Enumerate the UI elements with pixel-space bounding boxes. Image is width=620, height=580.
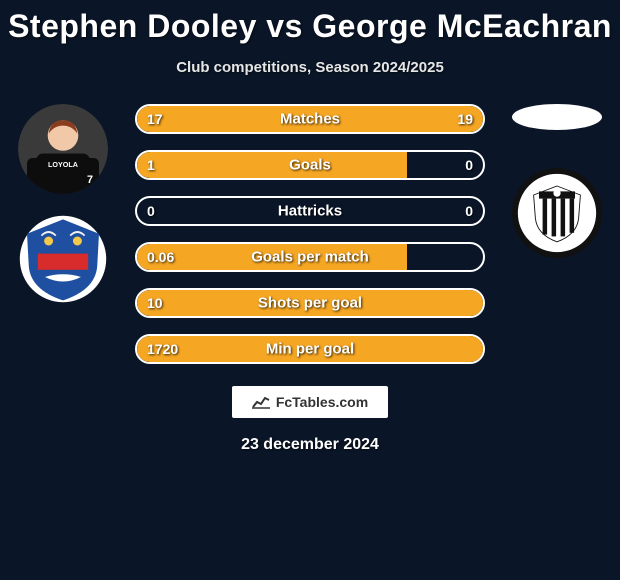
player1-avatar: LOYOLA 7	[18, 104, 108, 194]
stat-label: Goals	[289, 157, 331, 174]
stat-label: Hattricks	[278, 203, 342, 220]
stat-value-p1: 0	[147, 203, 155, 219]
subtitle: Club competitions, Season 2024/2025	[0, 59, 620, 76]
stat-value-p1: 0.06	[147, 249, 174, 265]
player2-club-badge-svg	[512, 168, 602, 258]
stats-area: LOYOLA 7	[0, 104, 620, 454]
player2-club-badge	[512, 168, 602, 258]
stat-bars: 1719Matches10Goals00Hattricks0.06Goals p…	[135, 104, 485, 364]
stat-label: Shots per goal	[258, 295, 362, 312]
player2-top-oval	[512, 104, 602, 130]
branding-wrap: FcTables.com	[10, 380, 610, 418]
stat-fill-p1	[137, 152, 407, 178]
stat-row: 0 0 Hattricks	[135, 196, 485, 226]
stat-value-p2: 0	[465, 157, 473, 173]
jersey-number: 7	[87, 174, 93, 186]
chart-icon	[252, 395, 270, 409]
player2-column	[502, 104, 612, 258]
stat-value-p1: 1	[147, 157, 155, 173]
comparison-card: Stephen Dooley vs George McEachran Club …	[0, 0, 620, 580]
page-title: Stephen Dooley vs George McEachran	[0, 8, 620, 45]
jersey-brand: LOYOLA	[48, 160, 78, 169]
stat-value-p2: 19	[457, 111, 473, 127]
branding-label: FcTables.com	[276, 394, 368, 410]
stat-value-p1: 1720	[147, 341, 178, 357]
stat-value-p1: 10	[147, 295, 163, 311]
player1-column: LOYOLA 7	[8, 104, 118, 304]
stat-label: Matches	[280, 111, 340, 128]
stat-row: 17 19 Matches	[135, 104, 485, 134]
stat-row: 10 Shots per goal	[135, 288, 485, 318]
stat-row: 1 0 Goals	[135, 150, 485, 180]
player1-club-badge	[18, 214, 108, 304]
stat-row: 0.06 Goals per match	[135, 242, 485, 272]
date-label: 23 december 2024	[10, 436, 610, 454]
stat-row: 1720 Min per goal	[135, 334, 485, 364]
stat-label: Min per goal	[266, 341, 354, 358]
stat-value-p1: 17	[147, 111, 163, 127]
stat-value-p2: 0	[465, 203, 473, 219]
player1-avatar-svg: LOYOLA 7	[18, 104, 108, 194]
stat-label: Goals per match	[251, 249, 369, 266]
player1-club-badge-svg	[18, 214, 108, 304]
branding-badge[interactable]: FcTables.com	[232, 386, 388, 418]
